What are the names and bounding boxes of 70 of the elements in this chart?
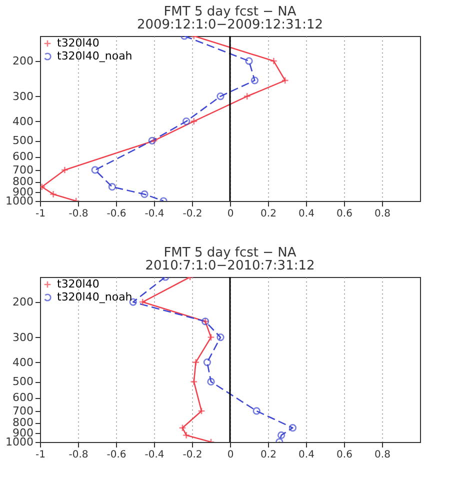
x-tick-label: 0 — [227, 450, 234, 460]
x-tick-label: 0.2 — [260, 450, 276, 460]
point — [178, 424, 186, 432]
point — [250, 76, 259, 84]
point — [190, 378, 198, 386]
x-tick-label: -0.6 — [106, 450, 126, 460]
x-tick-label: -1 — [36, 450, 46, 460]
point — [216, 92, 224, 100]
legend-label: t320l40 — [57, 278, 100, 290]
x-tick-label: -0.8 — [68, 208, 88, 220]
x-tick-label: 0.6 — [336, 450, 352, 460]
point — [140, 190, 148, 198]
y-tick-label: 400 — [12, 114, 34, 128]
x-tick-label: 0.4 — [298, 450, 314, 460]
point — [207, 378, 215, 386]
x-tick-label: 0.8 — [374, 208, 390, 220]
point — [182, 431, 190, 440]
y-tick-label: 200 — [12, 296, 34, 309]
y-tick-label: 200 — [12, 54, 34, 68]
chart-subtitle: 2010:7:1:0−2010:7:31:12 — [145, 258, 315, 274]
point — [216, 333, 224, 342]
point — [203, 358, 212, 366]
chart-title: FMT 5 day fcst − NA — [164, 4, 296, 20]
y-tick-label: 600 — [12, 391, 34, 404]
point — [270, 57, 278, 65]
x-tick-label: -0.2 — [182, 208, 202, 220]
point — [288, 424, 297, 432]
legend-label: t320l40_noah — [57, 50, 132, 62]
y-tick-label: 300 — [12, 90, 34, 103]
point — [192, 358, 200, 366]
x-tick-label: 0.6 — [336, 208, 352, 220]
point — [198, 407, 206, 415]
point — [138, 298, 146, 306]
point — [182, 118, 190, 126]
point — [108, 183, 116, 191]
x-tick-label: -0.4 — [144, 208, 164, 220]
y-tick-label: 600 — [12, 150, 34, 164]
x-tick-label: 0.8 — [374, 450, 390, 460]
x-tick-label: -1 — [36, 208, 46, 220]
point — [190, 117, 198, 126]
point — [91, 166, 99, 174]
x-tick-label: -0.2 — [182, 450, 202, 460]
y-tick-label: 1000 — [6, 436, 34, 448]
x-tick-label: 0.2 — [260, 208, 276, 220]
x-tick-label: 0 — [227, 208, 234, 220]
point — [243, 92, 251, 100]
point — [207, 333, 215, 342]
point — [277, 431, 286, 440]
y-tick-label: 500 — [12, 134, 34, 148]
y-tick-label: 800 — [12, 175, 34, 188]
chart-title: FMT 5 day fcst − NA — [164, 245, 296, 260]
y-tick-label: 700 — [12, 404, 34, 418]
chart-subtitle: 2009:12:1:0−2009:12:31:12 — [136, 17, 324, 32]
point — [245, 57, 253, 65]
point — [60, 166, 69, 174]
x-tick-label: -0.4 — [144, 450, 164, 460]
legend-label: t320l40_noah — [57, 290, 132, 304]
y-tick-label: 500 — [12, 375, 34, 388]
y-tick-label: 300 — [12, 330, 34, 344]
y-tick-label: 800 — [12, 416, 34, 430]
y-tick-label: 400 — [12, 356, 34, 369]
x-tick-label: -0.6 — [106, 208, 126, 220]
y-tick-label: 700 — [12, 163, 34, 176]
point — [49, 190, 58, 198]
legend-label: t320l40 — [57, 36, 100, 50]
x-tick-label: -0.8 — [68, 450, 88, 460]
point — [252, 407, 260, 415]
y-tick-label: 1000 — [6, 194, 34, 208]
point — [281, 76, 289, 84]
x-tick-label: 0.4 — [298, 208, 314, 220]
